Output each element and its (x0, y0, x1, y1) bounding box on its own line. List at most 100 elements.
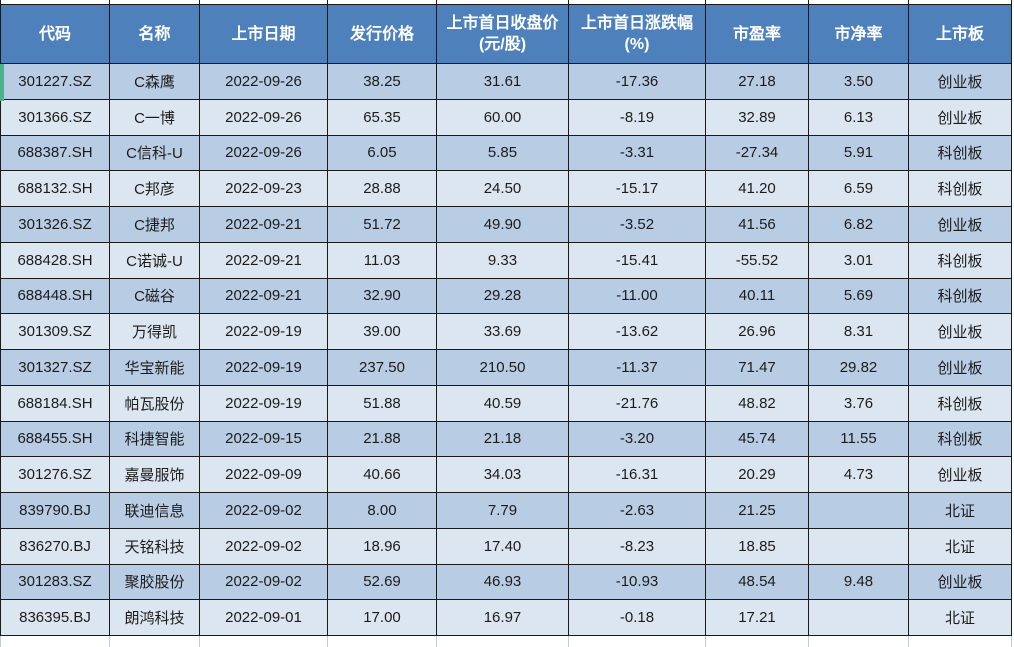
table-cell[interactable]: 2022-09-21 (200, 278, 328, 315)
table-cell[interactable]: 29.82 (809, 350, 909, 386)
table-cell[interactable]: 3.50 (809, 64, 909, 100)
table-cell[interactable]: 11.03 (328, 242, 437, 279)
table-cell[interactable]: 2022-09-26 (200, 64, 328, 100)
table-cell[interactable]: 8.31 (809, 314, 909, 350)
table-cell[interactable]: 27.18 (706, 64, 809, 100)
table-cell[interactable]: 联迪信息 (110, 493, 200, 529)
header-cell-board[interactable]: 上市板 (909, 4, 1012, 64)
table-cell[interactable]: 华宝新能 (110, 350, 200, 386)
table-cell[interactable]: 18.85 (706, 528, 809, 565)
table-cell[interactable]: -27.34 (706, 135, 809, 172)
table-cell[interactable]: 17.00 (328, 600, 437, 636)
table-cell[interactable]: 科捷智能 (110, 421, 200, 458)
table-cell[interactable]: 2022-09-09 (200, 457, 328, 493)
table-cell[interactable]: 839790.BJ (0, 493, 110, 529)
table-cell[interactable]: 688428.SH (0, 242, 110, 279)
table-cell[interactable]: 836270.BJ (0, 528, 110, 565)
table-cell[interactable]: 创业板 (909, 350, 1012, 386)
table-cell[interactable]: 49.90 (437, 207, 569, 243)
table-cell[interactable]: 帕瓦股份 (110, 385, 200, 422)
table-cell[interactable]: 688387.SH (0, 135, 110, 172)
table-cell[interactable]: 聚胶股份 (110, 564, 200, 601)
table-cell[interactable]: 301283.SZ (0, 564, 110, 601)
table-cell[interactable]: 2022-09-02 (200, 528, 328, 565)
table-cell[interactable]: 688184.SH (0, 385, 110, 422)
header-cell-list-date[interactable]: 上市日期 (200, 4, 328, 64)
table-cell[interactable]: 2022-09-19 (200, 314, 328, 350)
table-cell[interactable]: -11.37 (569, 350, 706, 386)
table-cell[interactable]: 2022-09-01 (200, 600, 328, 636)
table-cell[interactable] (809, 493, 909, 529)
table-cell[interactable]: 301227.SZ (0, 64, 110, 100)
table-cell[interactable]: 46.93 (437, 564, 569, 601)
table-cell[interactable]: -3.31 (569, 135, 706, 172)
table-cell[interactable] (809, 600, 909, 636)
table-cell[interactable]: 52.69 (328, 564, 437, 601)
table-cell[interactable]: 3.01 (809, 242, 909, 279)
header-cell-first-day-change[interactable]: 上市首日涨跌幅 (%) (569, 4, 706, 64)
header-cell-name[interactable]: 名称 (110, 4, 200, 64)
table-cell[interactable]: -17.36 (569, 64, 706, 100)
table-cell[interactable]: -13.62 (569, 314, 706, 350)
table-cell[interactable]: 60.00 (437, 99, 569, 136)
table-cell[interactable]: 40.11 (706, 278, 809, 315)
table-cell[interactable]: 6.59 (809, 171, 909, 207)
table-cell[interactable]: -8.19 (569, 99, 706, 136)
table-cell[interactable]: 5.85 (437, 135, 569, 172)
table-cell[interactable]: -3.20 (569, 421, 706, 458)
table-cell[interactable]: 9.48 (809, 564, 909, 601)
table-cell[interactable]: -3.52 (569, 207, 706, 243)
header-cell-code[interactable]: 代码 (0, 4, 110, 64)
table-cell[interactable]: 41.20 (706, 171, 809, 207)
table-cell[interactable]: 41.56 (706, 207, 809, 243)
table-cell[interactable]: 51.88 (328, 385, 437, 422)
table-cell[interactable]: C一博 (110, 99, 200, 136)
table-cell[interactable]: 北证 (909, 493, 1012, 529)
table-cell[interactable]: 5.91 (809, 135, 909, 172)
table-cell[interactable]: 71.47 (706, 350, 809, 386)
table-cell[interactable]: 688132.SH (0, 171, 110, 207)
table-cell[interactable]: 688455.SH (0, 421, 110, 458)
table-cell[interactable]: 33.69 (437, 314, 569, 350)
table-cell[interactable]: -8.23 (569, 528, 706, 565)
table-cell[interactable]: 2022-09-21 (200, 242, 328, 279)
table-cell[interactable]: 创业板 (909, 99, 1012, 136)
table-cell[interactable]: 34.03 (437, 457, 569, 493)
table-cell[interactable]: 29.28 (437, 278, 569, 315)
header-cell-pe-ratio[interactable]: 市盈率 (706, 4, 809, 64)
table-cell[interactable]: 科创板 (909, 278, 1012, 315)
table-cell[interactable]: 4.73 (809, 457, 909, 493)
header-cell-pb-ratio[interactable]: 市净率 (809, 4, 909, 64)
table-cell[interactable]: 210.50 (437, 350, 569, 386)
table-cell[interactable]: 65.35 (328, 99, 437, 136)
table-cell[interactable]: 836395.BJ (0, 600, 110, 636)
table-cell[interactable]: -16.31 (569, 457, 706, 493)
table-cell[interactable]: 11.55 (809, 421, 909, 458)
table-cell[interactable]: 40.66 (328, 457, 437, 493)
table-cell[interactable]: 301309.SZ (0, 314, 110, 350)
table-cell[interactable]: 6.82 (809, 207, 909, 243)
table-cell[interactable]: 2022-09-23 (200, 171, 328, 207)
table-cell[interactable]: 嘉曼服饰 (110, 457, 200, 493)
table-cell[interactable]: 创业板 (909, 64, 1012, 100)
table-cell[interactable]: 28.88 (328, 171, 437, 207)
table-cell[interactable]: 科创板 (909, 385, 1012, 422)
table-cell[interactable]: 5.69 (809, 278, 909, 315)
table-cell[interactable]: 45.74 (706, 421, 809, 458)
header-cell-first-day-close[interactable]: 上市首日收盘价 (元/股) (437, 4, 569, 64)
table-cell[interactable]: -15.17 (569, 171, 706, 207)
table-cell[interactable]: 9.33 (437, 242, 569, 279)
table-cell[interactable]: -11.00 (569, 278, 706, 315)
table-cell[interactable]: 科创板 (909, 135, 1012, 172)
table-cell[interactable]: 2022-09-26 (200, 135, 328, 172)
table-cell[interactable]: 万得凯 (110, 314, 200, 350)
table-cell[interactable]: 48.82 (706, 385, 809, 422)
table-cell[interactable]: 21.88 (328, 421, 437, 458)
table-cell[interactable]: 32.90 (328, 278, 437, 315)
table-cell[interactable]: 创业板 (909, 207, 1012, 243)
header-cell-issue-price[interactable]: 发行价格 (328, 4, 437, 64)
table-cell[interactable]: -55.52 (706, 242, 809, 279)
table-cell[interactable]: 2022-09-21 (200, 207, 328, 243)
table-cell[interactable]: 2022-09-19 (200, 385, 328, 422)
table-cell[interactable]: 21.25 (706, 493, 809, 529)
